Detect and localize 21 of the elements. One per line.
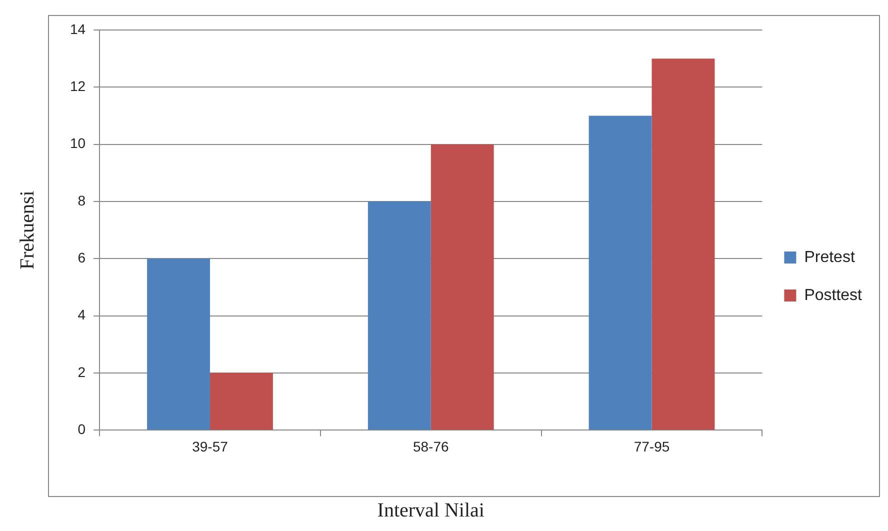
bar	[368, 202, 431, 430]
y-tick-label: 10	[70, 135, 86, 152]
bar	[588, 116, 652, 430]
legend-label: Pretest	[804, 248, 856, 266]
bar	[210, 373, 273, 430]
bar	[147, 258, 210, 430]
x-axis-title: Interval Nilai	[377, 499, 485, 522]
y-tick-label: 0	[78, 421, 86, 438]
y-tick-label: 2	[78, 364, 86, 380]
bar	[430, 144, 494, 430]
y-tick-label: 12	[70, 78, 86, 94]
bar	[652, 58, 715, 430]
y-tick-label: 6	[78, 250, 86, 266]
x-tick-label: 77-95	[634, 438, 670, 454]
y-tick-label: 14	[70, 20, 86, 37]
y-tick-label: 8	[78, 192, 86, 208]
x-tick-label: 58-76	[412, 438, 449, 454]
y-axis-title: Frekuensi	[16, 190, 38, 270]
x-tick-label: 39-57	[192, 438, 228, 454]
y-tick-label: 4	[78, 306, 86, 323]
legend-label: Posttest	[804, 286, 863, 304]
